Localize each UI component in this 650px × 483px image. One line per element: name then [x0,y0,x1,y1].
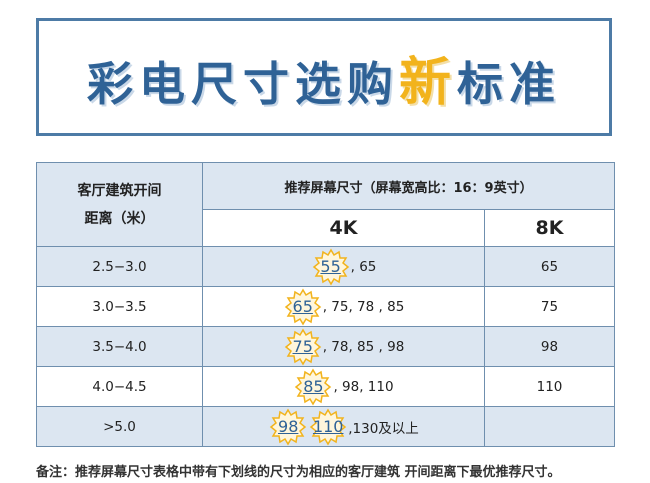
starburst-icon [284,328,321,365]
header-distance-line1: 客厅建筑开间 [77,182,162,199]
best-size-badge: 55 [312,248,350,286]
size-8k-cell: 75 [483,286,616,327]
header-8k: 8K [483,209,616,247]
size-4k-cell: 98 110,130及以上 [202,406,485,447]
distance-cell: 3.0−3.5 [36,286,203,327]
footnote: 备注：推荐屏幕尺寸表格中带有下划线的尺寸为相应的客厅建筑 开间距离下最优推荐尺寸… [36,465,561,480]
best-size-value: 75 [292,336,313,356]
best-size-badge: 98 [269,408,307,446]
distance-cell: 2.5−3.0 [36,246,203,287]
starburst-icon [310,408,347,445]
other-sizes: , 98, 110 [333,378,394,395]
best-size-value: 55 [320,256,341,276]
best-size-value: 65 [292,296,313,316]
distance-cell: 3.5−4.0 [36,326,203,367]
title-part-1: 彩电尺寸选购 [86,56,399,111]
best-size-badge: 85 [294,368,332,406]
best-size-badge: 65 [284,288,322,326]
size-8k-cell [483,406,616,447]
distance-cell: >5.0 [36,406,203,447]
header-distance-line2: 距离（米） [84,210,155,227]
other-sizes: , 75, 78 , 85 [322,298,405,315]
table-row: 2.5−3.0 55 , 65 65 [36,246,616,287]
title-highlight: 新 [398,52,457,113]
starburst-icon [270,408,307,445]
size-table: 客厅建筑开间 距离（米） 推荐屏幕尺寸（屏幕宽高比：16：9英寸） 4K 8K … [36,162,616,447]
starburst-icon [295,368,332,405]
best-size-value: 85 [303,376,324,396]
size-8k-cell: 65 [483,246,616,287]
starburst-icon [312,248,349,285]
best-size-badge: 75 [284,328,322,366]
size-4k-cell: 65 , 75, 78 , 85 [202,286,485,327]
table-row: >5.0 98 110,130及以上 [36,406,616,447]
title-banner: 彩电尺寸选购新标准 [36,18,612,136]
best-size-badge: 110 [309,408,347,446]
size-8k-cell: 98 [483,326,616,367]
page-title: 彩电尺寸选购新标准 [87,40,561,115]
other-sizes: ,130及以上 [348,420,419,437]
best-size-value: 110 [312,416,344,436]
size-4k-cell: 55 , 65 [202,246,485,287]
size-4k-cell: 85 , 98, 110 [202,366,485,407]
table-row: 4.0−4.5 85 , 98, 110 110 [36,366,616,407]
distance-cell: 4.0−4.5 [36,366,203,407]
best-size-value: 98 [278,416,299,436]
header-4k: 4K [202,209,485,247]
title-part-2: 标准 [457,56,561,111]
size-8k-cell: 110 [483,366,616,407]
table-row: 3.0−3.5 65 , 75, 78 , 85 75 [36,286,616,327]
table-row: 3.5−4.0 75 , 78, 85 , 98 98 [36,326,616,367]
header-distance: 客厅建筑开间 距离（米） [36,162,203,247]
size-4k-cell: 75 , 78, 85 , 98 [202,326,485,367]
other-sizes: , 65 [350,258,377,275]
starburst-icon [284,288,321,325]
other-sizes: , 78, 85 , 98 [322,338,405,355]
header-recommend: 推荐屏幕尺寸（屏幕宽高比：16：9英寸） [201,162,616,210]
